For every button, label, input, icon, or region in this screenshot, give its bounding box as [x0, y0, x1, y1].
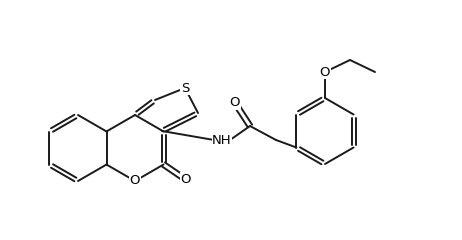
Text: O: O: [180, 173, 191, 186]
Text: O: O: [130, 174, 140, 187]
Text: O: O: [320, 66, 330, 78]
Text: S: S: [181, 82, 189, 95]
Text: O: O: [230, 96, 240, 109]
Text: NH: NH: [212, 133, 232, 146]
